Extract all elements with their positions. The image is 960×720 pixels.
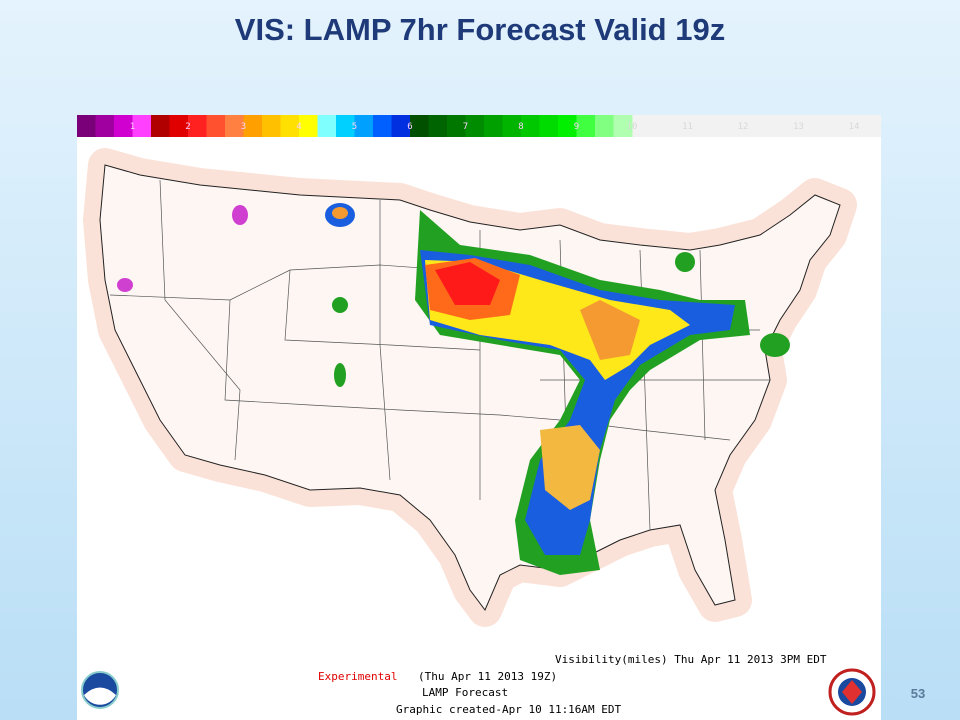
color-bar-segment [595, 115, 614, 137]
color-bar-segment [391, 115, 411, 137]
slide-title: VIS: LAMP 7hr Forecast Valid 19z [235, 12, 725, 47]
product-name: LAMP Forecast [422, 686, 508, 699]
noaa-logo [81, 671, 119, 709]
color-bar-segment [262, 115, 281, 137]
color-bar-segment [188, 115, 207, 137]
color-bar-label: 9 [574, 122, 579, 132]
color-bar-label: 14 [849, 122, 860, 132]
us-outline [99, 164, 841, 611]
color-bar-segment [243, 115, 263, 137]
weather-areas [117, 203, 790, 575]
color-bar-segment [428, 115, 448, 137]
valid-label: (Thu Apr 11 2013 19Z) [418, 670, 557, 683]
color-bar-segment [521, 115, 540, 137]
color-bar-label: 13 [793, 122, 804, 132]
color-bar-segment [373, 115, 392, 137]
color-bar-segment [447, 115, 466, 137]
color-bar-segment [95, 115, 115, 137]
color-bar-segment [299, 115, 318, 137]
color-bar-label: 8 [518, 122, 523, 132]
color-bar-segment [151, 115, 170, 137]
color-bar: 1 2 3 4 5 6 7 8 9 10 11 12 13 14 [77, 115, 881, 137]
color-bar-label: 2 [185, 122, 190, 132]
color-bar-segment [354, 115, 374, 137]
color-bar-segment [465, 115, 485, 137]
color-bar-segment [280, 115, 300, 137]
color-bar-segment [576, 115, 596, 137]
color-bar-label: 12 [738, 122, 749, 132]
color-bar-segment [502, 115, 522, 137]
color-bar-label: 10 [627, 122, 638, 132]
color-bar-segment [132, 115, 152, 137]
page-number: 53 [911, 686, 925, 701]
color-bar-segment [114, 115, 133, 137]
color-bar-label: 11 [682, 122, 693, 132]
created-label: Graphic created-Apr 10 11:16AM EDT [396, 703, 622, 716]
status-label: Experimental [318, 670, 397, 683]
color-bar-label: 1 [130, 122, 135, 132]
color-bar-segment [410, 115, 429, 137]
color-bar-label: 6 [407, 122, 412, 132]
nws-logo [828, 668, 876, 716]
color-bar-label: 4 [296, 122, 301, 132]
color-bar-segment [206, 115, 226, 137]
color-bar-segment [539, 115, 559, 137]
color-bar-segment [613, 115, 633, 137]
color-bar-label: 5 [352, 122, 357, 132]
color-bar-segment [225, 115, 244, 137]
map: 1 2 3 4 5 6 7 8 9 10 11 12 13 14 Visibility(miles) Th… [77, 115, 881, 720]
color-bar-segment [484, 115, 503, 137]
color-bar-segment [169, 115, 189, 137]
color-bar-segment [336, 115, 355, 137]
color-bar-segment [317, 115, 337, 137]
color-bar-label: 7 [463, 122, 468, 132]
color-bar-label: 3 [241, 122, 246, 132]
product-label: Visibility(miles) Thu Apr 11 2013 3PM ED… [555, 653, 827, 666]
color-bar-segment [558, 115, 577, 137]
color-bar-segment [77, 115, 96, 137]
